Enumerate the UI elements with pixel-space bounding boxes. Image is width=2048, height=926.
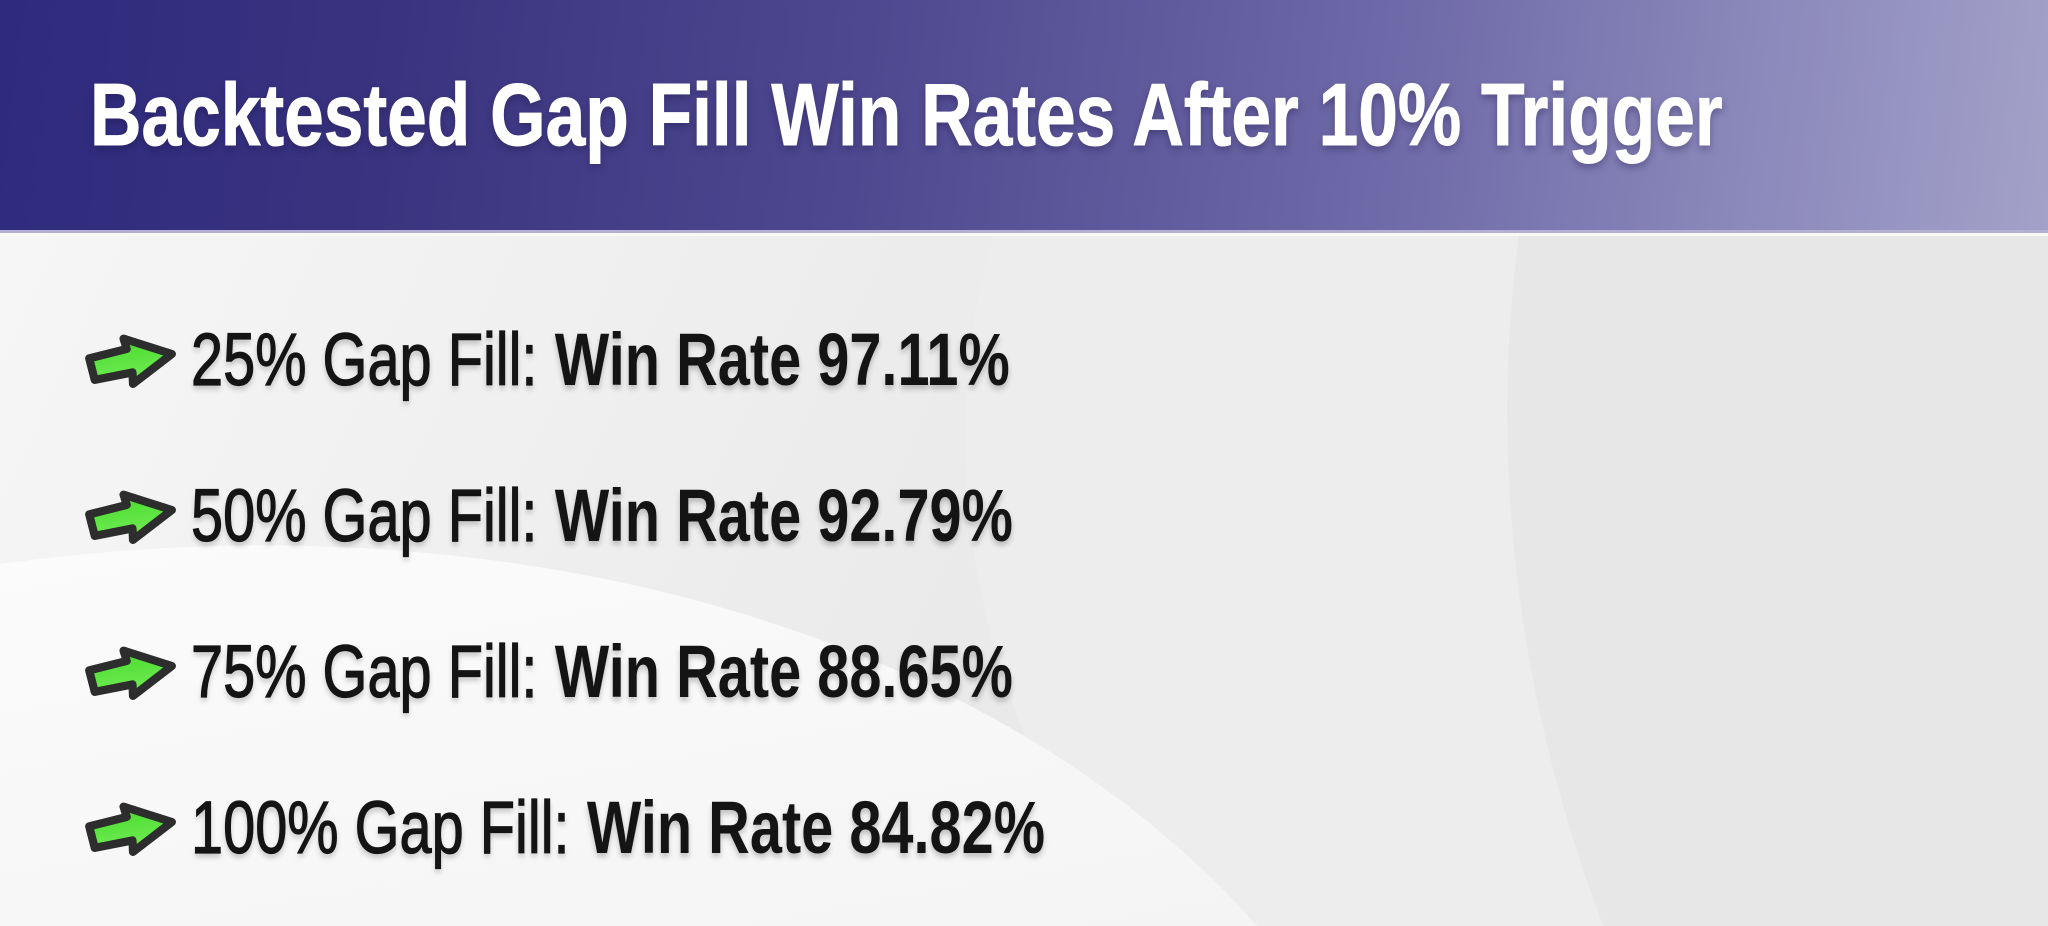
win-rate-list: 25% Gap Fill: Win Rate 97.11% 50% Gap Fil… [0,230,2048,868]
win-rate-value: Win Rate 84.82% [586,786,1046,869]
header-banner: Backtested Gap Fill Win Rates After 10% … [0,0,2048,230]
win-rate-value: Win Rate 92.79% [554,474,1013,557]
gap-fill-label: 50% Gap Fill: [191,474,538,557]
win-rate-value: Win Rate 97.11% [554,318,1010,401]
gap-fill-label: 25% Gap Fill: [191,318,538,401]
list-item-text: 100% Gap Fill: Win Rate 84.82% [191,790,1046,865]
win-rate-value: Win Rate 88.65% [554,630,1013,713]
arrow-right-icon [83,641,179,703]
content-area: 25% Gap Fill: Win Rate 97.11% 50% Gap Fil… [0,230,2048,926]
list-item-text: 75% Gap Fill: Win Rate 88.65% [191,634,1013,709]
page-title-text: Backtested Gap Fill Win Rates After 10% … [90,65,1723,164]
arrow-right-icon [83,797,179,859]
list-item: 100% Gap Fill: Win Rate 84.82% [83,788,2048,868]
gap-fill-label: 100% Gap Fill: [191,786,571,869]
list-item: 75% Gap Fill: Win Rate 88.65% [83,632,2048,712]
page-title: Backtested Gap Fill Win Rates After 10% … [90,65,2048,164]
list-item-text: 50% Gap Fill: Win Rate 92.79% [191,478,1013,553]
arrow-right-icon [83,329,179,391]
arrow-right-icon [83,485,179,547]
gap-fill-label: 75% Gap Fill: [191,630,538,713]
list-item: 25% Gap Fill: Win Rate 97.11% [83,320,2048,400]
list-item: 50% Gap Fill: Win Rate 92.79% [83,476,2048,556]
list-item-text: 25% Gap Fill: Win Rate 97.11% [191,322,1010,397]
